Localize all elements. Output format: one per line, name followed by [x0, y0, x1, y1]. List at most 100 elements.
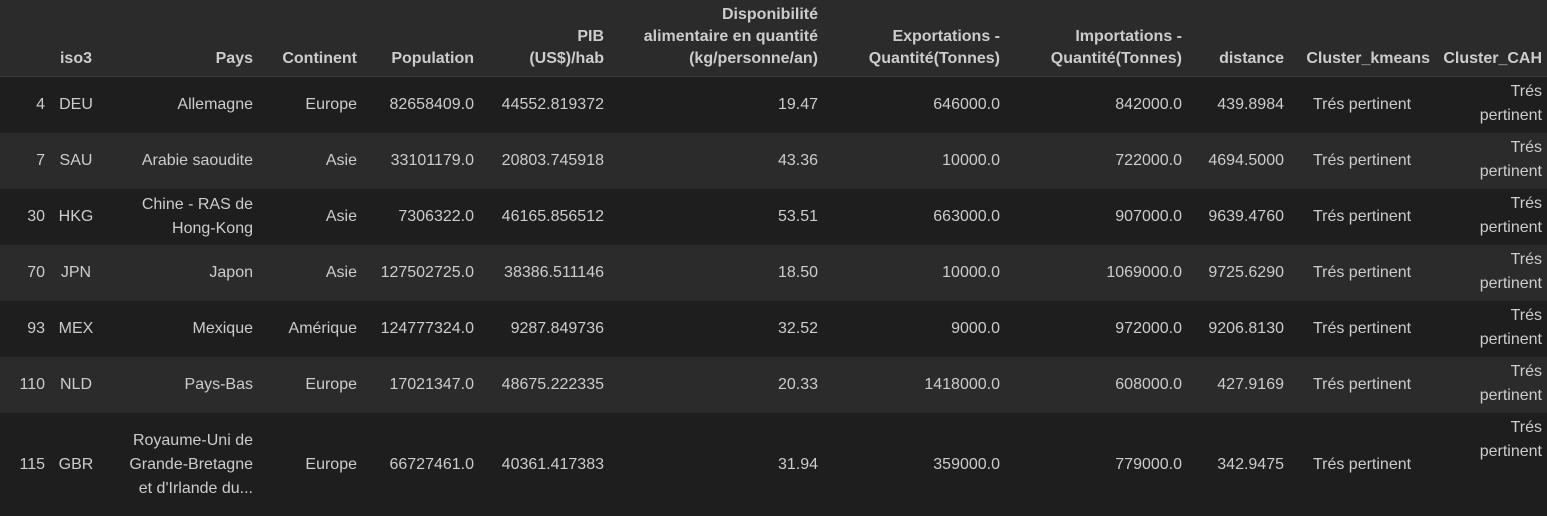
column-header-cluster-kmeans: Cluster_kmeans — [1289, 0, 1435, 77]
cell-pib: 44552.819372 — [501, 95, 604, 113]
cell-population: 66727461.0 — [389, 455, 474, 473]
cell-importations: 972000.0 — [1115, 319, 1182, 337]
cell-exportations: 359000.0 — [933, 455, 1000, 473]
cell-exportations: 1418000.0 — [924, 375, 1000, 393]
cell-cluster-cah: Trés pertinent — [1479, 194, 1542, 236]
cell-distance: 9639.4760 — [1208, 207, 1284, 225]
cell-pib: 38386.511146 — [504, 263, 604, 281]
cell-importations: 722000.0 — [1115, 151, 1182, 169]
cell-pays: Royaume-Uni de Grande-Bretagne et d'Irla… — [129, 431, 253, 497]
cell-cluster-cah: Trés pertinent — [1479, 362, 1542, 404]
column-header-iso3: iso3 — [50, 0, 102, 77]
cell-importations: 842000.0 — [1115, 95, 1182, 113]
cell-population: 124777324.0 — [380, 319, 474, 337]
cell-population: 17021347.0 — [389, 375, 474, 393]
cell-population: 82658409.0 — [389, 95, 474, 113]
cell-exportations: 10000.0 — [942, 151, 1000, 169]
cell-index: 4 — [36, 95, 45, 113]
cell-importations: 608000.0 — [1115, 375, 1182, 393]
cell-pib: 46165.856512 — [501, 207, 604, 225]
cell-cluster-cah: Trés pertinent — [1479, 418, 1542, 460]
cell-cluster-kmeans: Trés pertinent — [1312, 207, 1412, 225]
cell-continent: Asie — [325, 263, 357, 281]
table-row: 70 JPN Japon Asie 127502725.0 38386.511146 18.… — [0, 244, 1547, 301]
column-header-continent: Continent — [258, 0, 362, 77]
table-row: 110 NLD Pays-Bas Europe 17021347.0 48675.2223… — [0, 356, 1547, 413]
cell-disponibilite: 53.51 — [777, 207, 818, 225]
cell-pays: Japon — [209, 263, 253, 281]
cell-iso3: NLD — [59, 375, 92, 393]
cell-cluster-kmeans: Trés pertinent — [1312, 319, 1412, 337]
cell-cluster-kmeans: Trés pertinent — [1312, 263, 1412, 281]
cell-distance: 427.9169 — [1217, 375, 1284, 393]
cell-disponibilite: 19.47 — [777, 95, 818, 113]
cell-population: 127502725.0 — [380, 263, 474, 281]
cell-distance: 4694.5000 — [1208, 151, 1284, 169]
cell-population: 33101179.0 — [390, 151, 474, 169]
cell-cluster-kmeans: Trés pertinent — [1312, 151, 1412, 169]
cell-population: 7306322.0 — [398, 207, 474, 225]
column-header-pays: Pays — [102, 0, 258, 77]
cell-exportations: 10000.0 — [942, 263, 1000, 281]
cell-iso3: HKG — [58, 207, 94, 225]
cell-pays: Chine - RAS de Hong-Kong — [141, 195, 253, 237]
cell-continent: Asie — [325, 207, 357, 225]
column-header-exportations: Exportations - Quantité(Tonnes) — [823, 0, 1005, 77]
cell-cluster-cah: Trés pertinent — [1479, 138, 1542, 180]
table-row: 93 MEX Mexique Amérique 124777324.0 9287.8497… — [0, 300, 1547, 357]
cell-pays: Allemagne — [177, 95, 253, 113]
column-header-disponibilite: Disponibilité alimentaire en quantité (k… — [609, 0, 823, 77]
cell-disponibilite: 32.52 — [777, 319, 818, 337]
cell-exportations: 646000.0 — [933, 95, 1000, 113]
cell-continent: Europe — [305, 455, 357, 473]
table-row: 7 SAU Arabie saoudite Asie 33101179.0 20803.7… — [0, 132, 1547, 189]
cell-index: 115 — [19, 455, 45, 473]
cell-continent: Europe — [305, 375, 357, 393]
cell-cluster-cah: Trés pertinent — [1479, 250, 1542, 292]
column-header-cluster-cah: Cluster_CAH — [1435, 0, 1547, 77]
cell-distance: 439.8984 — [1217, 95, 1284, 113]
column-header-population: Population — [362, 0, 479, 77]
cell-continent: Europe — [305, 95, 357, 113]
cell-cluster-kmeans: Trés pertinent — [1312, 455, 1412, 473]
column-header-pib: PIB (US$)/hab — [479, 0, 609, 77]
cell-distance: 9725.6290 — [1208, 263, 1284, 281]
table-body: 4 DEU Allemagne Europe 82658409.0 44552.81937… — [0, 76, 1547, 516]
cell-pib: 20803.745918 — [501, 151, 604, 169]
cell-pib: 48675.222335 — [501, 375, 604, 393]
cell-cluster-cah: Trés pertinent — [1479, 83, 1542, 124]
cell-index: 110 — [19, 375, 45, 393]
column-header-index — [0, 0, 50, 77]
cell-index: 30 — [27, 207, 45, 225]
column-header-distance: distance — [1187, 0, 1289, 77]
cell-disponibilite: 18.50 — [777, 263, 818, 281]
cell-pib: 9287.849736 — [510, 319, 604, 337]
cell-index: 93 — [27, 319, 45, 337]
cell-continent: Amérique — [288, 319, 357, 337]
cell-iso3: SAU — [59, 151, 93, 169]
cell-pays: Pays-Bas — [184, 375, 253, 393]
cell-pib: 40361.417383 — [501, 455, 604, 473]
cell-iso3: DEU — [59, 95, 93, 113]
cell-importations: 907000.0 — [1115, 207, 1182, 225]
cell-exportations: 9000.0 — [951, 319, 1000, 337]
table-row: 4 DEU Allemagne Europe 82658409.0 44552.81937… — [0, 76, 1547, 133]
cell-iso3: MEX — [58, 319, 94, 337]
cell-index: 70 — [27, 263, 45, 281]
cell-distance: 342.9475 — [1217, 455, 1284, 473]
header-row: iso3 Pays Continent Population PIB (US$)… — [0, 0, 1547, 77]
cell-disponibilite: 31.94 — [777, 455, 818, 473]
cell-continent: Asie — [325, 151, 357, 169]
cell-pays: Mexique — [192, 319, 253, 337]
table-row: 30 HKG Chine - RAS de Hong-Kong Asie 7306322… — [0, 188, 1547, 245]
cell-index: 7 — [36, 151, 45, 169]
cell-iso3: JPN — [60, 263, 92, 281]
cell-iso3: GBR — [58, 455, 94, 473]
cell-exportations: 663000.0 — [933, 207, 1000, 225]
table-row: 115 GBR Royaume-Uni de Grande-Bretagne et … — [0, 412, 1547, 516]
cell-cluster-kmeans: Trés pertinent — [1312, 375, 1412, 393]
column-header-importations: Importations - Quantité(Tonnes) — [1005, 0, 1187, 77]
cell-importations: 1069000.0 — [1106, 263, 1182, 281]
cell-disponibilite: 43.36 — [777, 151, 818, 169]
